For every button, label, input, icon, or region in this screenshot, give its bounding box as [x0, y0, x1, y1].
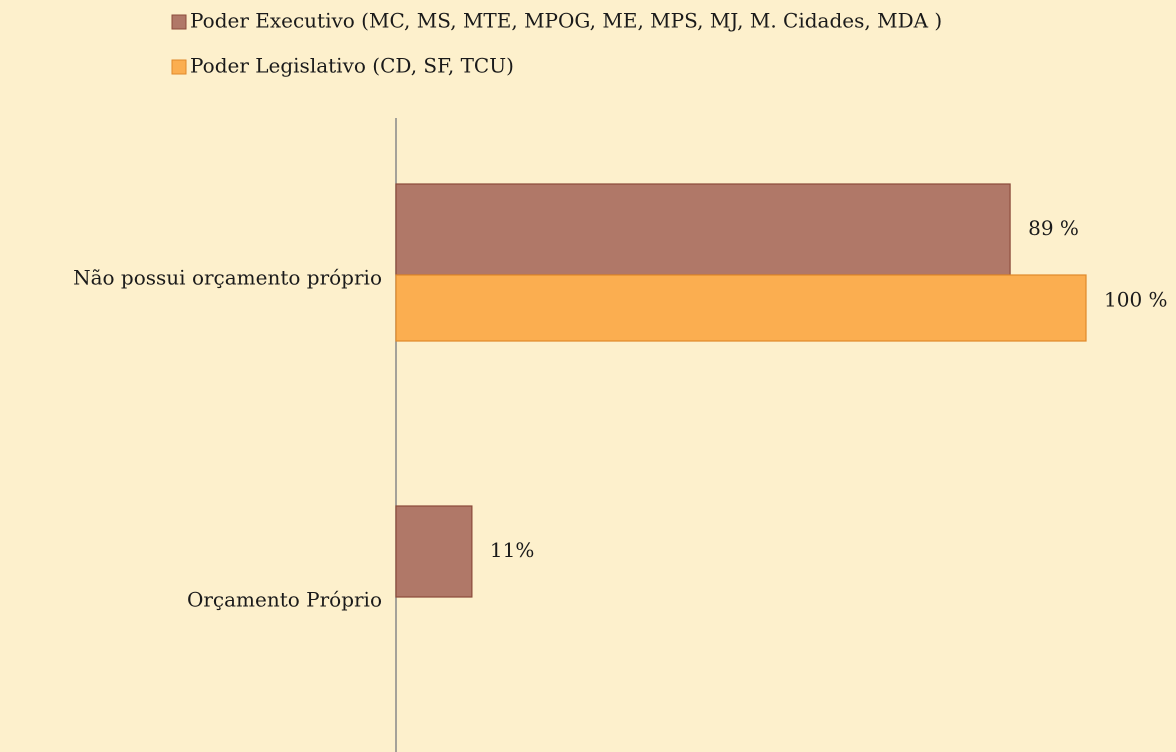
- data-label: 100 %: [1104, 288, 1168, 312]
- y-tick-label: Não possui orçamento próprio: [73, 266, 382, 290]
- data-label: 89 %: [1028, 216, 1079, 240]
- legend-label: Poder Legislativo (CD, SF, TCU): [190, 54, 514, 78]
- bar: [395, 274, 1087, 342]
- bar: [395, 505, 473, 598]
- bar: [395, 183, 1011, 276]
- legend-label: Poder Executivo (MC, MS, MTE, MPOG, ME, …: [190, 9, 942, 33]
- y-tick-label: Orçamento Próprio: [187, 588, 382, 612]
- legend-swatch: [171, 59, 187, 75]
- data-label: 11%: [490, 538, 534, 562]
- legend-swatch: [171, 14, 187, 30]
